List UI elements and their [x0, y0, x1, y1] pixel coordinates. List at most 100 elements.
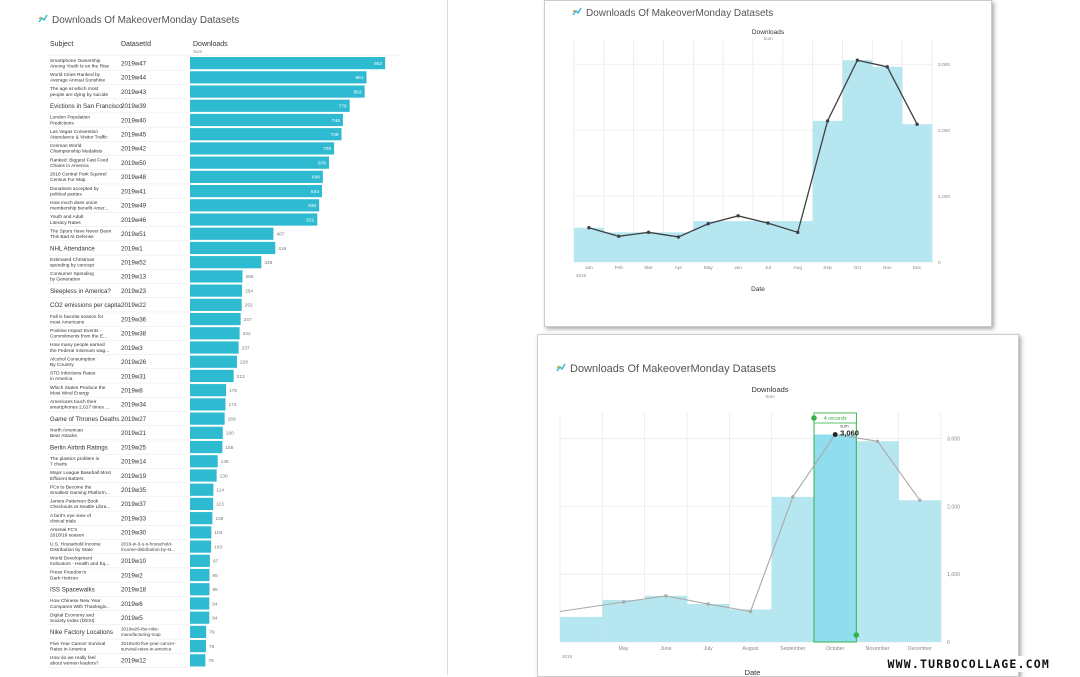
bar[interactable]	[190, 341, 239, 354]
data-point[interactable]	[621, 600, 626, 604]
column-header[interactable]: Downloads	[193, 41, 228, 48]
data-point[interactable]	[885, 65, 889, 69]
bar[interactable]	[190, 369, 234, 383]
bar[interactable]	[190, 156, 329, 169]
table-row[interactable]: The plastics problem in7 charts 2019w14 13…	[48, 455, 229, 469]
area-segment[interactable]	[902, 124, 933, 262]
bar[interactable]	[190, 497, 214, 511]
bar[interactable]	[190, 455, 218, 468]
data-point[interactable]	[706, 602, 710, 606]
data-point[interactable]	[875, 439, 880, 443]
bar[interactable]	[190, 270, 243, 283]
area-segment[interactable]	[633, 232, 664, 262]
data-point[interactable]	[918, 498, 922, 502]
area-segment[interactable]	[574, 227, 605, 262]
bar[interactable]	[190, 526, 212, 539]
table-row[interactable]: CO2 emissions per capita 2019w22 252	[48, 298, 253, 313]
bar[interactable]	[190, 213, 318, 226]
data-point[interactable]	[766, 221, 770, 225]
bar[interactable]	[190, 284, 243, 297]
bar[interactable]	[190, 298, 242, 311]
area-segment[interactable]	[842, 60, 873, 263]
area-segment[interactable]	[729, 609, 772, 642]
data-point[interactable]	[791, 495, 795, 499]
area-segment[interactable]	[693, 221, 724, 262]
bar[interactable]	[190, 597, 210, 610]
bar[interactable]	[190, 199, 320, 212]
bar[interactable]	[190, 654, 206, 667]
bar[interactable]	[190, 412, 225, 425]
data-point[interactable]	[825, 119, 830, 123]
area-segment[interactable]	[687, 604, 730, 642]
bar[interactable]	[190, 469, 217, 482]
area-segment[interactable]	[644, 595, 688, 642]
column-header[interactable]: DatasetId	[121, 41, 151, 48]
bar[interactable]	[190, 540, 212, 553]
bar[interactable]	[190, 625, 207, 639]
bar[interactable]	[190, 398, 226, 411]
area-segment[interactable]	[782, 221, 813, 262]
bar[interactable]	[190, 327, 240, 340]
bar[interactable]	[190, 256, 262, 269]
data-point[interactable]	[664, 594, 668, 598]
area-segment[interactable]	[898, 500, 942, 642]
area-segment[interactable]	[753, 221, 784, 262]
table-row[interactable]: NHL Attendance 2019w1 416	[48, 241, 287, 256]
column-header[interactable]: Subject	[50, 41, 73, 48]
bar[interactable]	[190, 71, 367, 84]
bar[interactable]	[190, 512, 213, 525]
data-point[interactable]	[617, 234, 621, 238]
bar[interactable]	[190, 227, 274, 240]
data-point[interactable]	[796, 230, 800, 235]
bar[interactable]	[190, 440, 223, 454]
bar[interactable]	[190, 583, 210, 596]
bar[interactable]	[190, 611, 210, 624]
bar[interactable]	[190, 640, 206, 653]
area-segment[interactable]	[602, 599, 645, 642]
bar[interactable]	[190, 128, 342, 141]
bar[interactable]	[190, 142, 335, 155]
area-segment[interactable]	[872, 66, 903, 262]
table-row[interactable]: Game of Thrones Deaths 2019w27 169	[48, 412, 236, 426]
table-row[interactable]: Berlin Airbnb Ratings 2019w25 158	[48, 440, 234, 455]
table-row[interactable]: Sleepless in America? 2019w23 254	[48, 284, 253, 298]
bar[interactable]	[190, 113, 343, 127]
data-point[interactable]	[832, 432, 838, 437]
data-point[interactable]	[915, 122, 919, 126]
table-row[interactable]: ISS Spacewalks 2019w18 95	[48, 583, 218, 597]
selection-handle[interactable]	[811, 415, 817, 421]
bar[interactable]	[190, 483, 214, 496]
area-segment[interactable]	[812, 120, 843, 262]
area-segment[interactable]	[723, 221, 754, 262]
area-segment[interactable]	[771, 496, 815, 642]
data-point[interactable]	[706, 222, 710, 226]
bar[interactable]	[190, 426, 223, 439]
